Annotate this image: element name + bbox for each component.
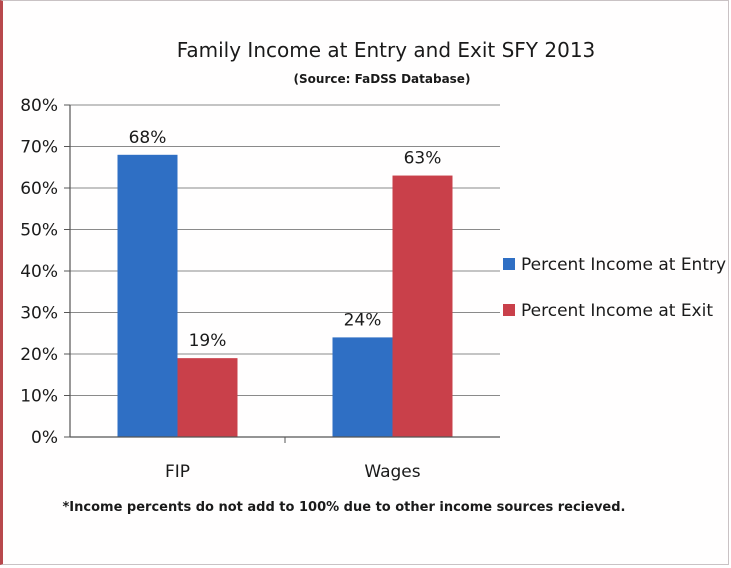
chart-subtitle: (Source: FaDSS Database)	[294, 72, 471, 86]
y-tick-label: 80%	[20, 96, 58, 116]
legend-label: Percent Income at Exit	[521, 301, 713, 321]
bar-chart: Family Income at Entry and Exit SFY 2013…	[20, 38, 726, 515]
y-tick-label: 0%	[31, 428, 58, 448]
data-label: 19%	[189, 331, 227, 351]
data-label: 24%	[344, 310, 382, 330]
bars: 68% 19% 24% 63%	[117, 128, 453, 438]
legend-swatch	[503, 304, 515, 316]
x-category-label: FIP	[165, 462, 190, 482]
data-label: 63%	[404, 149, 442, 169]
x-category-label: Wages	[364, 462, 420, 482]
legend-swatch	[503, 258, 515, 270]
legend-label: Percent Income at Entry	[521, 255, 726, 275]
legend: Percent Income at Entry Percent Income at…	[503, 255, 726, 321]
data-label: 68%	[129, 128, 167, 148]
bar-entry	[117, 154, 178, 438]
bar-entry	[332, 337, 393, 437]
y-tick-label: 50%	[20, 221, 58, 241]
y-tick-label: 30%	[20, 304, 58, 324]
chart-title: Family Income at Entry and Exit SFY 2013	[177, 38, 596, 62]
y-tick-label: 20%	[20, 345, 58, 365]
y-tick-label: 40%	[20, 262, 58, 282]
axes: 0% 10% 20% 30% 40% 50% 60% 70% 80% FIP Wages	[20, 96, 500, 482]
y-tick-label: 70%	[20, 138, 58, 158]
chart-footnote: *Income percents do not add to 100% due …	[63, 500, 626, 515]
y-tick-label: 60%	[20, 179, 58, 199]
y-tick-label: 10%	[20, 387, 58, 407]
bar-exit	[392, 175, 453, 438]
bar-exit	[177, 358, 238, 437]
